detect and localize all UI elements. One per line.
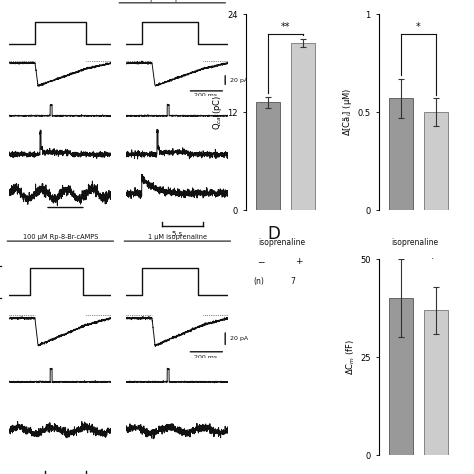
Text: isoprenaline: isoprenaline [258, 237, 305, 246]
Text: isoprenaline: isoprenaline [391, 237, 438, 246]
Bar [256, 102, 280, 210]
Text: 5 s: 5 s [172, 231, 182, 237]
Y-axis label: Δ[Cã$_i$] (μM): Δ[Cã$_i$] (μM) [341, 88, 355, 137]
Text: (n): (n) [253, 277, 264, 286]
Text: *: * [416, 22, 421, 32]
Text: 1 µM isoprenaline: 1 µM isoprenaline [148, 234, 207, 240]
Bar [389, 99, 413, 210]
Text: −: − [391, 257, 398, 266]
Text: (n): (n) [386, 277, 397, 286]
Text: 200 ms: 200 ms [194, 355, 218, 360]
Text: +: + [428, 257, 436, 266]
Text: 7: 7 [291, 277, 295, 286]
Text: 200 ms: 200 ms [194, 93, 218, 99]
Y-axis label: Q$_{ca}$ (pC): Q$_{ca}$ (pC) [211, 94, 224, 130]
Text: 100 µM Rp-8-Br-cAMPS: 100 µM Rp-8-Br-cAMPS [23, 234, 98, 240]
Bar [389, 298, 413, 455]
Text: −: − [257, 257, 265, 266]
Bar [291, 43, 315, 210]
Text: 8: 8 [424, 277, 428, 286]
Text: D: D [267, 226, 280, 244]
Text: 1 µM isoprenaline: 1 µM isoprenaline [143, 0, 211, 2]
Text: +: + [295, 257, 303, 266]
Text: 20 pA: 20 pA [230, 336, 248, 341]
Bar [424, 112, 448, 210]
Bar [424, 310, 448, 455]
Y-axis label: ΔC$_m$ (fF): ΔC$_m$ (fF) [345, 339, 357, 375]
Text: **: ** [281, 22, 290, 32]
Text: 20 pA: 20 pA [230, 78, 248, 82]
